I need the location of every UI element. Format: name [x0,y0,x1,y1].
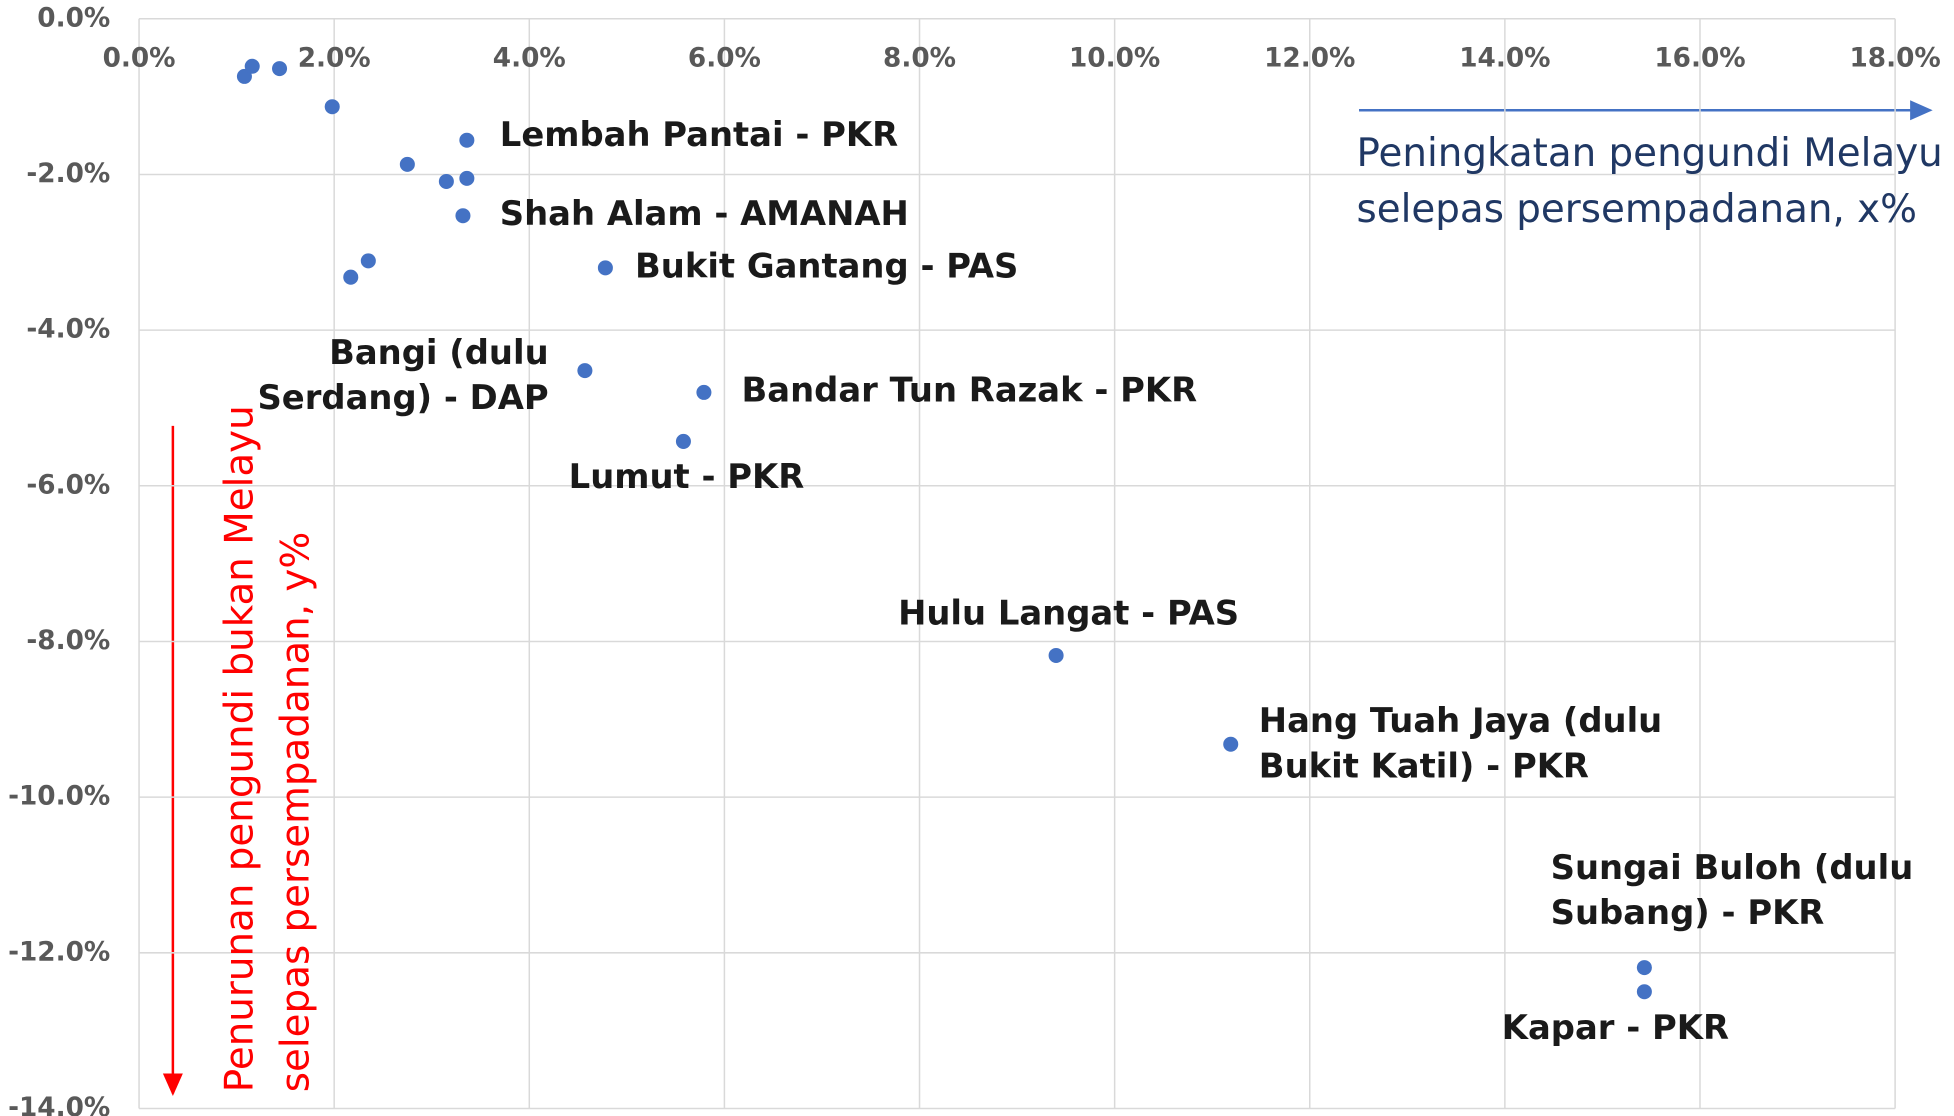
point [1223,736,1239,752]
annotation: Lembah Pantai - PKR [500,115,898,154]
x-tick-label: 0.0% [103,43,176,73]
y-axis-label: selepas persempadanan, y% [274,532,319,1092]
point [455,208,471,224]
y-tick-label: -2.0% [26,159,110,189]
annotation: Hulu Langat - PAS [898,593,1239,632]
point [1048,647,1064,663]
y-tick-label: -14.0% [8,1093,110,1116]
x-axis-label: selepas persempadanan, x% [1357,187,1917,232]
point [324,99,340,115]
point [1636,984,1652,1000]
x-tick-label: 14.0% [1459,43,1550,73]
point [272,61,288,77]
x-tick-label: 6.0% [688,43,761,73]
point [675,433,691,449]
annotation: Bukit Katil) - PKR [1259,746,1589,785]
x-axis-label: Peningkatan pengundi Melayu [1357,131,1943,176]
annotation: Hang Tuah Jaya (dulu [1259,701,1662,740]
x-tick-label: 12.0% [1264,43,1355,73]
annotation: Kapar - PKR [1502,1008,1729,1047]
point [696,384,712,400]
x-tick-label: 16.0% [1654,43,1745,73]
y-tick-label: -6.0% [26,470,110,500]
annotation: Bukit Gantang - PAS [635,247,1018,286]
point [597,260,613,276]
point [236,68,252,84]
y-axis-label: Penurunan pengundi bukan Melayu [217,405,262,1092]
x-tick-label: 10.0% [1069,43,1160,73]
annotation: Serdang) - DAP [257,378,548,417]
x-tick-label: 8.0% [883,43,956,73]
y-tick-label: -10.0% [8,782,110,812]
annotation: Shah Alam - AMANAH [500,194,909,233]
y-tick-label: -8.0% [26,626,110,656]
y-tick-label: -12.0% [8,937,110,967]
point [459,132,475,148]
point [459,170,475,186]
point [360,253,376,269]
point [399,156,415,172]
annotation: Subang) - PKR [1551,893,1825,932]
point [343,269,359,285]
x-tick-label: 4.0% [493,43,566,73]
annotation: Bandar Tun Razak - PKR [742,371,1198,410]
x-tick-label: 18.0% [1849,43,1940,73]
annotation: Lumut - PKR [569,457,805,496]
annotation: Bangi (dulu [329,333,549,372]
point [244,58,260,74]
point [438,173,454,189]
y-tick-label: 0.0% [37,3,110,33]
x-tick-label: 2.0% [298,43,371,73]
annotation: Sungai Buloh (dulu [1551,848,1914,887]
point [1636,960,1652,976]
y-tick-label: -4.0% [26,315,110,345]
point [577,363,593,379]
